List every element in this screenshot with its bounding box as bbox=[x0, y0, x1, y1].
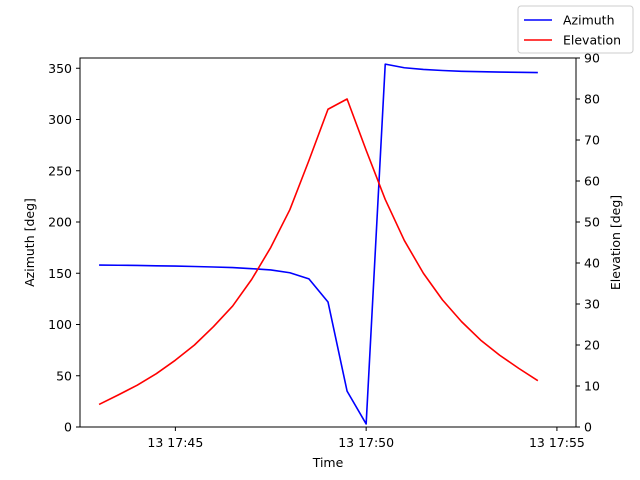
legend-label-azimuth: Azimuth bbox=[563, 13, 615, 28]
series-line-azimuth bbox=[99, 63, 538, 425]
x-axis-label: Time bbox=[312, 455, 344, 470]
y-right-tick-label: 0 bbox=[584, 420, 592, 435]
y-left-tick-label: 300 bbox=[48, 112, 72, 127]
series-layer bbox=[98, 63, 539, 425]
y-right-tick-label: 80 bbox=[584, 92, 600, 107]
y-left-tick-label: 350 bbox=[48, 61, 72, 76]
y-left-axis-label: Azimuth [deg] bbox=[22, 198, 37, 287]
x-tick-label: 13 17:55 bbox=[529, 435, 585, 450]
x-tick-label: 13 17:50 bbox=[338, 435, 394, 450]
y-left-tick-label: 150 bbox=[48, 266, 72, 281]
legend-box bbox=[517, 5, 634, 54]
y-right-tick-label: 40 bbox=[584, 256, 600, 271]
series-line-elevation bbox=[98, 98, 539, 406]
y-left-tick-label: 100 bbox=[48, 317, 72, 332]
y-left-tick-label: 250 bbox=[48, 163, 72, 178]
x-tick-label: 13 17:45 bbox=[147, 435, 203, 450]
plot-frame bbox=[79, 57, 577, 428]
y-right-tick-label: 10 bbox=[584, 379, 600, 394]
y-right-tick-label: 90 bbox=[584, 51, 600, 66]
y-left-tick-label: 50 bbox=[56, 368, 72, 383]
y-right-tick-label: 50 bbox=[584, 215, 600, 230]
y-right-tick-label: 30 bbox=[584, 297, 600, 312]
y-left-tick-label: 0 bbox=[64, 420, 72, 435]
y-right-tick-label: 20 bbox=[584, 338, 600, 353]
axes: 0 50 100 150 200 250 300 350 0 10 20 30 40 50 60 70 80 90… bbox=[48, 51, 600, 451]
y-left-tick-label: 200 bbox=[48, 215, 72, 230]
legend-label-elevation: Elevation bbox=[563, 33, 621, 48]
y-right-tick-label: 70 bbox=[584, 133, 600, 148]
y-right-axis-label: Elevation [deg] bbox=[608, 195, 623, 290]
legend: Azimuth Elevation bbox=[517, 5, 634, 54]
y-right-tick-label: 60 bbox=[584, 174, 600, 189]
